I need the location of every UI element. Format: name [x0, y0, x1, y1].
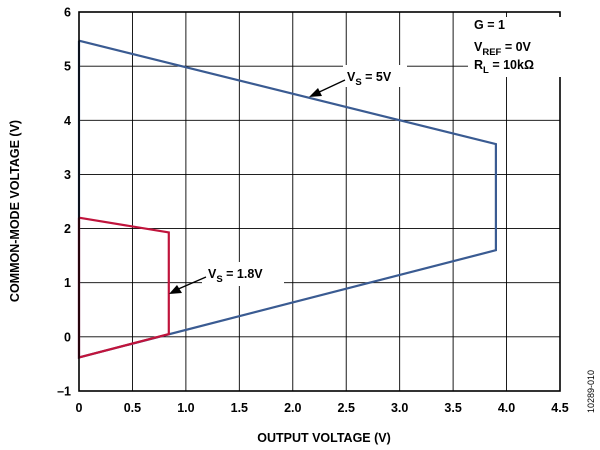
y-tick-label: –1 [57, 385, 71, 399]
series-label-5v: VS = 5V [347, 70, 392, 88]
x-tick-label: 0 [76, 401, 83, 415]
arrowhead-1-8v [169, 285, 182, 294]
series-label-1-8v: VS = 1.8V [208, 267, 263, 285]
plot-frame [78, 11, 561, 392]
x-tick-label: 2.5 [338, 401, 355, 415]
label-bg-1-8v [202, 262, 284, 286]
y-tick-label: 5 [64, 60, 71, 74]
arrow-1-8v [175, 276, 207, 291]
y-axis-title: COMMON-MODE VOLTAGE (V) [8, 120, 22, 302]
x-tick-label: 3.0 [391, 401, 408, 415]
x-tick-label: 2.0 [284, 401, 301, 415]
figure-id: 10289-010 [586, 370, 596, 413]
y-tick-label: 3 [64, 168, 71, 182]
rl-annotation: RL = 10kΩ [474, 58, 534, 76]
y-tick-label: 0 [64, 330, 71, 344]
vref-annotation: VREF = 0V [474, 40, 532, 58]
y-tick-label: 2 [64, 222, 71, 236]
legend-box [468, 17, 563, 77]
x-tick-label: 0.5 [124, 401, 141, 415]
y-tick-labels: –1 0 1 2 3 4 5 6 [57, 6, 71, 399]
x-tick-label: 1.0 [177, 401, 194, 415]
x-tick-label: 1.5 [231, 401, 248, 415]
arrow-5v [314, 79, 346, 95]
gain-annotation: G = 1 [474, 18, 505, 32]
arrowhead-5v [309, 88, 322, 97]
label-bg-5v [343, 65, 407, 87]
y-tick-label: 1 [64, 276, 71, 290]
x-tick-label: 4.5 [551, 401, 568, 415]
x-tick-label: 4.0 [498, 401, 515, 415]
x-tick-label: 3.5 [444, 401, 461, 415]
y-tick-label: 6 [64, 6, 71, 20]
x-tick-labels: 0 0.5 1.0 1.5 2.0 2.5 3.0 3.5 4.0 4.5 [76, 401, 569, 415]
x-axis-title: OUTPUT VOLTAGE (V) [257, 431, 391, 445]
y-tick-label: 4 [64, 114, 71, 128]
